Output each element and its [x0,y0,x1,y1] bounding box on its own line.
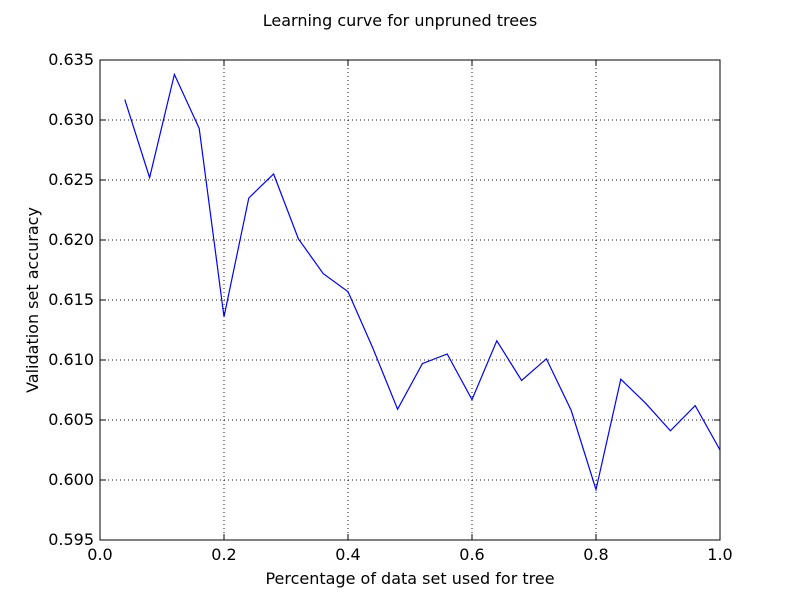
x-tick-label: 0.8 [583,545,608,564]
series-line-0 [124,72,720,492]
series-layer [124,72,721,492]
x-tick-label: 0.6 [459,545,484,564]
y-tick-label: 0.625 [48,170,94,189]
y-tick-label: 0.615 [48,290,94,309]
y-tick-label: 0.635 [48,50,94,69]
y-axis-label: Validation set accuracy [23,207,42,393]
ticks: 0.0 0.2 0.4 0.6 0.8 1.0 0.595 0.600 0.605 0.610 0.… [48,50,733,564]
x-tick-label: 1.0 [707,545,732,564]
y-tick-label: 0.610 [48,350,94,369]
y-tick-label: 0.595 [48,530,94,549]
chart-title: Learning curve for unpruned trees [263,11,537,30]
y-tick-label: 0.620 [48,230,94,249]
grid [100,60,720,540]
y-tick-label: 0.630 [48,110,94,129]
x-tick-label: 0.0 [87,545,112,564]
x-axis-label: Percentage of data set used for tree [265,569,554,588]
plot-frame [99,59,721,541]
x-tick-label: 0.2 [211,545,236,564]
y-tick-label: 0.600 [48,470,94,489]
x-tick-label: 0.4 [335,545,360,564]
y-tick-label: 0.605 [48,410,94,429]
